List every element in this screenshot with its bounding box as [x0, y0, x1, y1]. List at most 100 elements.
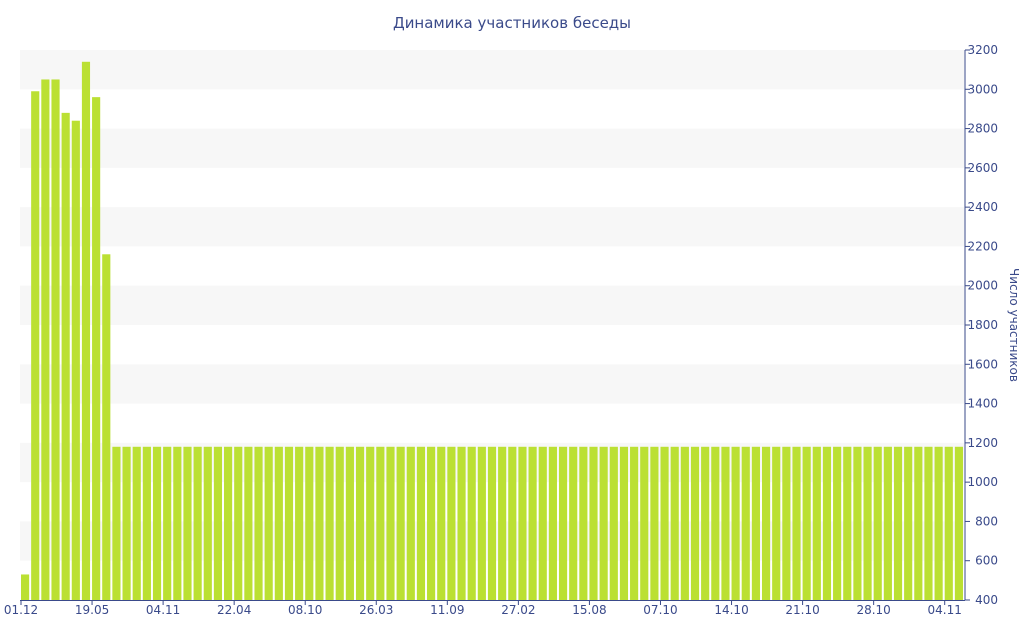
- bar: [244, 446, 253, 600]
- grid-band: [20, 128, 964, 168]
- bar: [630, 446, 639, 600]
- x-tick-label: 08.10: [288, 603, 322, 617]
- y-axis: 400 600 800 1000 1200 1400 1600 1800 2000 2200 240…: [964, 43, 998, 607]
- bar: [670, 446, 679, 600]
- bar: [893, 446, 903, 600]
- x-tick-label: 04.11: [146, 603, 180, 617]
- y-tick-label: 1400: [967, 397, 998, 411]
- grid-band: [20, 364, 964, 404]
- bar: [599, 446, 608, 600]
- bar: [396, 446, 405, 600]
- bar: [366, 446, 375, 600]
- bar: [569, 446, 578, 600]
- bar: [31, 91, 40, 600]
- y-tick-label: 2000: [967, 279, 998, 293]
- bar: [548, 446, 557, 600]
- bar: [731, 446, 740, 600]
- bar: [812, 446, 821, 600]
- bar: [416, 446, 426, 600]
- bar: [355, 446, 365, 600]
- bar: [579, 446, 588, 600]
- x-tick-label: 21.10: [785, 603, 819, 617]
- bar: [873, 446, 882, 600]
- bar: [295, 446, 304, 600]
- bar: [213, 446, 223, 600]
- y-tick-label: 3000: [967, 82, 998, 96]
- bar: [741, 446, 750, 600]
- bar: [619, 446, 629, 600]
- bar: [914, 446, 923, 600]
- bar: [518, 446, 527, 600]
- bar: [954, 446, 963, 600]
- x-tick-label: 15.08: [572, 603, 606, 617]
- y-tick-label: 2400: [967, 200, 998, 214]
- bar: [183, 446, 192, 600]
- x-axis: 01.12 19.05 04.11 22.04 08.10 26.03 11.09 27.02…: [4, 600, 965, 617]
- y-tick-label: 1800: [967, 318, 998, 332]
- bar: [142, 446, 151, 600]
- bar: [883, 446, 892, 600]
- grid-band: [20, 285, 964, 325]
- x-tick-label: 22.04: [217, 603, 251, 617]
- bar: [477, 446, 486, 600]
- bar: [102, 254, 111, 601]
- bar: [660, 446, 669, 600]
- bar: [81, 61, 91, 601]
- bar: [843, 446, 852, 600]
- bar: [71, 120, 80, 600]
- bar: [853, 446, 862, 600]
- x-tick-label: 27.02: [501, 603, 535, 617]
- bar: [508, 446, 517, 600]
- bar: [122, 446, 131, 600]
- bar: [274, 446, 283, 600]
- bar: [173, 446, 182, 600]
- bar: [132, 446, 141, 600]
- bar: [427, 446, 436, 600]
- bar: [234, 446, 243, 600]
- y-tick-label: 3200: [967, 43, 998, 57]
- x-tick-label: 01.12: [4, 603, 38, 617]
- bar: [487, 446, 497, 600]
- x-tick-label: 28.10: [856, 603, 890, 617]
- y-tick-label: 2800: [967, 122, 998, 136]
- y-tick-label: 800: [975, 514, 998, 528]
- y-tick-label: 600: [975, 554, 998, 568]
- bar: [589, 446, 598, 600]
- bar: [305, 446, 314, 600]
- bar: [284, 446, 294, 600]
- bar: [264, 446, 273, 600]
- bar: [924, 446, 933, 600]
- bar: [406, 446, 415, 600]
- bar: [833, 446, 842, 600]
- x-tick-label: 14.10: [714, 603, 748, 617]
- grid-band: [20, 50, 964, 90]
- bar: [467, 446, 476, 600]
- bar: [772, 446, 781, 600]
- y-axis-label: Число участников: [1007, 268, 1021, 382]
- bar: [863, 446, 872, 600]
- y-tick-label: 1600: [967, 357, 998, 371]
- bar: [690, 446, 700, 600]
- bar: [701, 446, 710, 600]
- bar: [761, 446, 771, 600]
- bar: [558, 446, 568, 600]
- bar: [944, 446, 953, 600]
- bar: [822, 446, 832, 600]
- bar: [61, 112, 70, 600]
- bar: [782, 446, 791, 600]
- x-tick-label: 19.05: [75, 603, 109, 617]
- bar: [498, 446, 507, 600]
- bar: [721, 446, 730, 600]
- bar: [345, 446, 354, 600]
- bar: [751, 446, 760, 600]
- y-tick-label: 2600: [967, 161, 998, 175]
- chart-title: Динамика участников беседы: [393, 14, 631, 32]
- bar: [609, 446, 618, 600]
- bars: [21, 61, 963, 601]
- bar: [528, 446, 537, 600]
- bar: [711, 446, 720, 600]
- bar: [254, 446, 263, 600]
- bar: [51, 79, 60, 600]
- bar: [112, 446, 121, 600]
